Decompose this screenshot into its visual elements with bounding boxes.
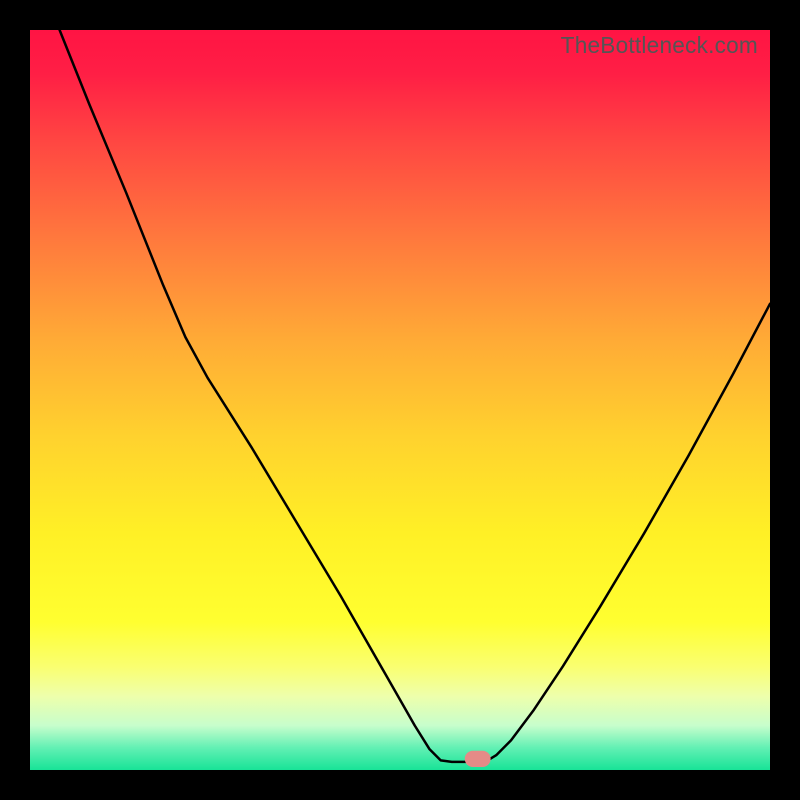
plot-area (30, 30, 770, 770)
bottleneck-curve (60, 30, 770, 762)
watermark-text: TheBottleneck.com (561, 32, 758, 59)
chart-frame: TheBottleneck.com (0, 0, 800, 800)
optimal-point-marker (465, 751, 491, 767)
curve-layer (30, 30, 770, 770)
